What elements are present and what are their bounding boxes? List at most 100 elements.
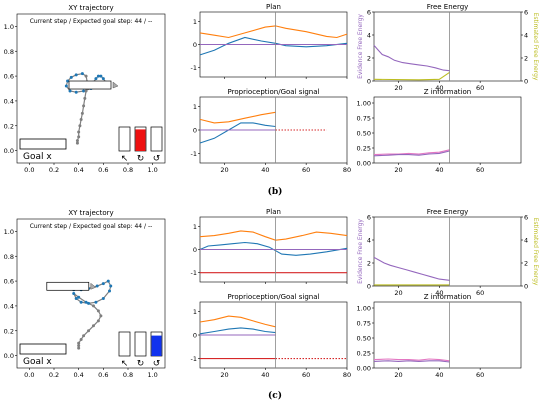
fig-2-fe-rtick-label: 2 <box>524 260 528 268</box>
fig-2-fe-right-label: Estimated Free Energy <box>532 218 539 286</box>
fig-1-trajectory-point <box>74 73 78 77</box>
fig-1-prop-series-1-line <box>199 111 276 124</box>
fig-1-trajectory-point <box>69 75 73 79</box>
fig-1-fe-rtick-label: 6 <box>524 9 528 17</box>
fig-1-xy-ytick-label: 0.2 <box>4 122 14 130</box>
fig-2-prop-xtick-label: 40 <box>261 371 269 379</box>
fig-2-trajectory-point <box>79 300 83 304</box>
fig-2-xy-xtick-label: 0.2 <box>49 371 59 379</box>
fig-2-trajectory-point <box>101 296 105 300</box>
fig-1-trajectory-point <box>82 104 86 108</box>
fig-1-z-xtick-label: 40 <box>435 166 443 174</box>
fig-2-xy-xtick-label: 0.6 <box>98 371 108 379</box>
fig-1-indicator-symbol-3: ↺ <box>153 154 161 164</box>
fig-2-prop-ytick-label: 1 <box>193 308 197 316</box>
fig-1-trajectory-point <box>99 74 103 78</box>
fig-2-prop-series-1-line <box>199 315 276 328</box>
fig-1-prop-title: Proprioception/Goal signal <box>228 88 320 96</box>
fig-2-trajectory-point <box>108 289 111 293</box>
fig-1-indicator-symbol-2: ↻ <box>137 154 145 164</box>
fig-1-goal-label: Goal x <box>23 152 52 162</box>
fig-1-plan-ytick-label: 1 <box>193 18 197 26</box>
fig-1-trajectory-point <box>82 89 86 93</box>
fig-1-effector-tip <box>112 81 119 89</box>
fig-1-trajectory-point <box>83 96 87 100</box>
fig-2-fe-series-1-line <box>373 256 450 281</box>
fig-2-trajectory-point <box>87 329 91 333</box>
fig-2-trajectory-point <box>72 292 76 295</box>
fig-2-xy-xtick-label: 0.4 <box>73 371 83 379</box>
fig-1-trajectory-point <box>84 74 88 78</box>
fig-1-z-xtick-label: 20 <box>394 166 402 174</box>
fig-1-xy-ytick-label: 0.6 <box>4 73 14 81</box>
fig-1-z-ytick-label: 0.50 <box>357 130 371 138</box>
fig-1-z-frame <box>373 96 522 164</box>
fig-1-prop-ytick-label: 0 <box>193 127 197 135</box>
fig-2-xy-ytick-label: 0.0 <box>4 352 14 360</box>
fig-1-trajectory-point <box>68 89 72 93</box>
fig-2-z-ytick-label: 1.00 <box>357 305 371 313</box>
fig-2-trajectory-point <box>77 341 81 345</box>
fig-2-indicator-bar-1 <box>118 331 131 357</box>
fig-1-trajectory-point <box>64 84 68 88</box>
fig-2-trajectory-point <box>94 300 98 304</box>
fig-2-xy-ytick-label: 0.6 <box>4 278 14 286</box>
fig-1-fe-rtick-label: 2 <box>524 55 528 63</box>
fig-1-z-ytick-label: 1.00 <box>357 100 371 108</box>
fig-2-trajectory-point <box>84 300 88 304</box>
fig-2-trajectory-point <box>96 309 100 313</box>
fig-1-prop-xtick-label: 60 <box>302 166 310 174</box>
fig-2-indicator-symbol-2: ↻ <box>137 359 145 369</box>
fig-2-plan-series-1-line <box>199 230 348 241</box>
fig-1-fe-rtick-label: 0 <box>524 78 528 86</box>
fig-2-fe-ytick-label: 6 <box>367 214 371 222</box>
fig-1-indicator-bar-3 <box>150 126 163 152</box>
fig-2-indicator-fill-3 <box>151 335 162 356</box>
fig-1-trajectory-point <box>77 135 81 139</box>
fig-2-z-ytick-label: 0.75 <box>357 320 371 328</box>
fig-1-z-ytick-label: 0.75 <box>357 115 371 123</box>
fig-2-xy-ytick-label: 0.2 <box>4 327 14 335</box>
fig-1-z-ytick-label: 0.00 <box>357 160 371 168</box>
fig-1-xy-ytick-label: 0.0 <box>4 147 14 155</box>
fig-2-goal-box <box>19 343 67 355</box>
fig-2-prop-ytick-label: 0 <box>193 332 197 340</box>
fig-2-goal-label: Goal x <box>23 357 52 367</box>
fig-1-fe-left-label: Evidence Free Energy <box>357 14 364 79</box>
fig-1-xy-xtick-label: 0.6 <box>98 166 108 174</box>
fig-1-trajectory-point <box>80 72 84 76</box>
fig-1-xy-frame <box>16 13 166 164</box>
fig-2-xy-title: XY trajectory <box>68 209 113 217</box>
fig-1-fe-series-1-line <box>373 44 450 72</box>
fig-2-z-series-1-line <box>373 358 450 362</box>
fig-2-trajectory-point <box>96 319 100 323</box>
fig-2-xy-xtick-label: 1.0 <box>147 371 157 379</box>
fig-2-prop-xtick-label: 20 <box>220 371 228 379</box>
fig-2-trajectory-point <box>79 337 83 341</box>
fig-1-xy-xtick-label: 1.0 <box>147 166 157 174</box>
fig-1-trajectory-point <box>75 139 79 143</box>
fig-2-fe-ytick-label: 0 <box>367 283 371 291</box>
fig-1-xy-ytick-label: 0.4 <box>4 97 14 105</box>
fig-1-prop-ytick-label: 1 <box>193 103 197 111</box>
fig-1-indicator-bar-1 <box>118 126 131 152</box>
fig-1-fe-right-label: Estimated Free Energy <box>532 13 539 81</box>
fig-2-effector-box <box>46 281 90 291</box>
fig-2-fe-xtick-label: 40 <box>435 289 443 297</box>
fig-1-xy-ytick-label: 0.8 <box>4 48 14 56</box>
fig-2-plan-ytick-label: 0 <box>193 246 197 254</box>
fig-2-plan-ytick-label: -1 <box>191 269 197 277</box>
fig-1-trajectory-point <box>96 74 100 78</box>
fig-1-indicator-fill-2 <box>135 129 146 151</box>
fig-2-trajectory-point <box>82 334 86 338</box>
fig-1-caption: (b) <box>268 186 283 197</box>
fig-1-effector-box <box>68 80 112 90</box>
fig-2-caption: (c) <box>268 390 282 401</box>
fig-1-prop-ytick-label: -1 <box>191 150 197 158</box>
fig-2-step-text: Current step / Expected goal step: 44 / … <box>30 223 153 230</box>
fig-2-trajectory-path <box>68 280 112 349</box>
fig-1-trajectory-point <box>66 79 70 83</box>
fig-1-fe-series-2-line <box>373 71 450 81</box>
fig-1-fe-rtick-label: 4 <box>524 32 528 40</box>
fig-2-fe-left-label: Evidence Free Energy <box>357 219 364 284</box>
